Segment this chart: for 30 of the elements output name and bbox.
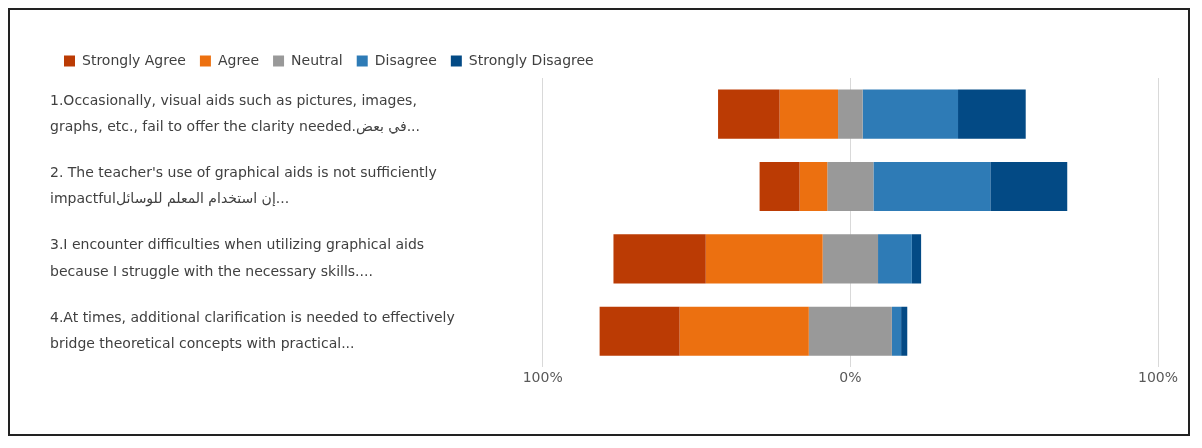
- bar: [891, 306, 902, 356]
- bar: [862, 89, 959, 139]
- bar: [822, 234, 879, 284]
- bar: [958, 89, 1026, 139]
- x-tick-label: 0%: [839, 369, 862, 386]
- bar: [901, 306, 908, 356]
- bar: [827, 161, 874, 212]
- bar: [808, 306, 892, 356]
- bar: [599, 306, 680, 356]
- x-tick-label: 100%: [1137, 369, 1179, 386]
- bar: [779, 89, 839, 139]
- bar: [718, 89, 780, 139]
- bar: [613, 234, 706, 284]
- bar: [799, 161, 828, 212]
- bar: [679, 306, 809, 356]
- bar: [878, 234, 912, 284]
- legend-label: Disagree: [374, 51, 437, 68]
- y-tick-label: 3.I encounter difficulties when utilizing graphical aids because I struggle with the necessary skills....: [50, 236, 425, 279]
- y-tick-label: 4.At times, additional clarification is needed to effectively bridge theoretical concepts with practical...: [50, 308, 455, 352]
- bar: [990, 161, 1068, 212]
- bar: [873, 161, 991, 212]
- bar: [838, 89, 863, 139]
- bar: [911, 234, 922, 284]
- bar: [705, 234, 823, 284]
- bar: [759, 161, 800, 212]
- legend-label: Strongly Disagree: [468, 51, 594, 68]
- legend-label: Agree: [217, 51, 260, 68]
- legend-label: Neutral: [291, 51, 343, 68]
- legend-label: Strongly Agree: [82, 51, 186, 68]
- x-tick-label: 100%: [522, 369, 563, 386]
